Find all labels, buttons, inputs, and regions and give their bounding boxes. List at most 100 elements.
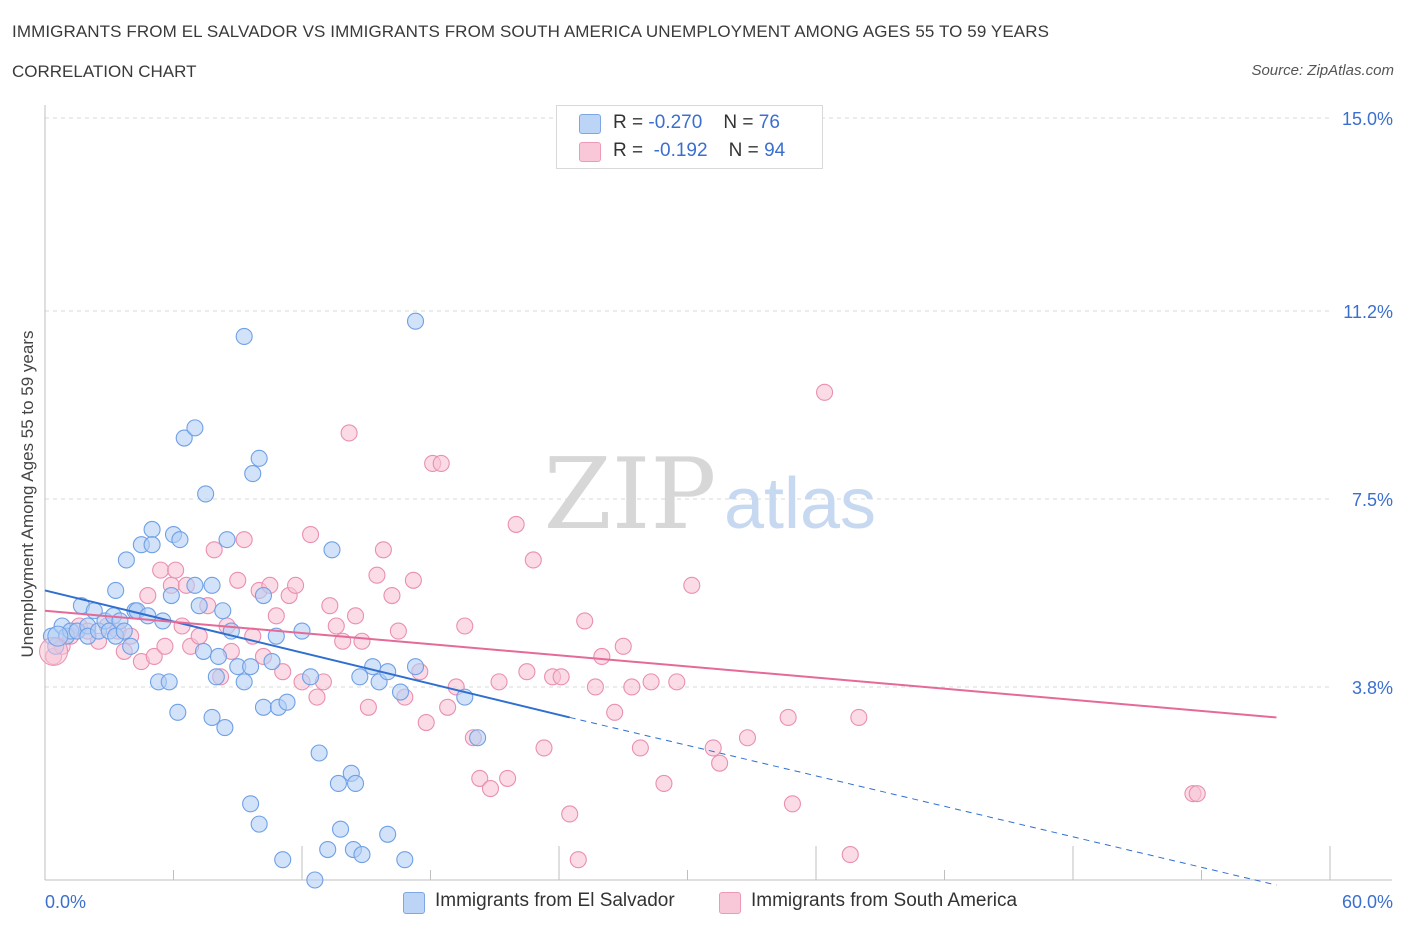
- x-tick-label: 0.0%: [45, 892, 86, 912]
- point-el-salvador: [115, 622, 133, 640]
- point-south-america: [173, 617, 191, 635]
- point-south-america: [841, 846, 859, 864]
- point-el-salvador: [406, 312, 425, 330]
- point-el-salvador: [242, 658, 260, 676]
- point-south-america: [481, 780, 500, 798]
- point-south-america: [229, 571, 247, 589]
- point-south-america: [668, 673, 686, 691]
- point-south-america: [139, 586, 157, 605]
- bottom-legend-swatch-south-america: [719, 892, 741, 914]
- point-south-america: [535, 739, 553, 757]
- point-el-salvador: [302, 668, 320, 686]
- point-el-salvador: [244, 465, 262, 483]
- point-south-america: [576, 612, 594, 630]
- point-el-salvador: [194, 642, 213, 660]
- point-south-america: [623, 678, 641, 696]
- point-south-america: [631, 739, 649, 757]
- point-el-salvador: [218, 531, 236, 549]
- point-el-salvador: [331, 820, 350, 838]
- point-south-america: [321, 597, 339, 615]
- bottom-legend-label-south-america: Immigrants from South America: [751, 890, 1018, 911]
- data-points: [39, 312, 1206, 889]
- point-el-salvador: [186, 419, 204, 437]
- legend-n-value: 76: [758, 112, 780, 133]
- point-south-america: [779, 708, 797, 726]
- point-south-america: [152, 561, 170, 579]
- point-el-salvador: [469, 729, 487, 747]
- point-el-salvador: [319, 840, 337, 859]
- point-el-salvador: [274, 851, 292, 869]
- point-south-america: [235, 531, 253, 549]
- point-south-america: [340, 424, 358, 442]
- point-el-salvador: [293, 622, 311, 640]
- point-south-america: [359, 698, 377, 716]
- point-el-salvador: [346, 774, 365, 793]
- point-el-salvador: [267, 627, 285, 645]
- point-south-america: [1188, 785, 1206, 803]
- axes: [44, 105, 1392, 881]
- y-tick-label: 3.8%: [1352, 678, 1393, 698]
- point-south-america: [655, 774, 673, 793]
- point-south-america: [456, 617, 474, 635]
- legend-r-value: -0.270: [648, 112, 703, 133]
- point-south-america: [507, 515, 525, 533]
- legend-n-label: N =: [723, 112, 754, 133]
- point-el-salvador: [406, 658, 425, 676]
- point-south-america: [586, 678, 604, 696]
- point-south-america: [205, 541, 223, 559]
- y-tick-label: 7.5%: [1352, 490, 1393, 510]
- point-south-america: [417, 713, 435, 732]
- point-el-salvador: [214, 602, 232, 620]
- point-el-salvador: [353, 846, 371, 864]
- point-el-salvador: [379, 825, 397, 843]
- source-label: Source: ZipAtlas.com: [1251, 62, 1394, 79]
- point-south-america: [156, 637, 174, 655]
- point-south-america: [383, 586, 401, 605]
- point-el-salvador: [310, 744, 328, 762]
- legend-n-value: 94: [764, 140, 786, 161]
- point-el-salvador: [278, 693, 296, 711]
- point-el-salvador: [396, 851, 414, 869]
- point-el-salvador: [329, 774, 347, 793]
- point-south-america: [274, 663, 292, 681]
- point-south-america: [145, 647, 163, 666]
- point-south-america: [499, 769, 517, 787]
- point-el-salvador: [209, 647, 228, 666]
- point-south-america: [783, 795, 801, 813]
- bottom-legend-swatch-el-salvador: [403, 892, 425, 914]
- y-axis-label: Unemployment Among Ages 55 to 59 years: [18, 331, 37, 658]
- point-south-america: [167, 561, 185, 579]
- point-south-america: [302, 526, 320, 544]
- point-el-salvador: [171, 531, 189, 549]
- point-south-america: [850, 708, 868, 726]
- point-el-salvador: [47, 625, 69, 647]
- point-el-salvador: [364, 658, 382, 676]
- point-el-salvador: [263, 653, 281, 671]
- point-south-america: [374, 541, 392, 559]
- point-el-salvador: [143, 520, 161, 539]
- point-south-america: [490, 673, 508, 691]
- watermark-zip: ZIP: [544, 438, 717, 552]
- point-el-salvador: [306, 871, 324, 889]
- point-el-salvador: [175, 429, 193, 447]
- y-tick-label: 11.2%: [1343, 302, 1393, 322]
- point-el-salvador: [254, 698, 273, 716]
- watermark-atlas: atlas: [724, 464, 876, 544]
- point-el-salvador: [122, 637, 140, 655]
- point-south-america: [606, 703, 624, 721]
- point-south-america: [327, 617, 345, 635]
- point-south-america: [404, 571, 422, 589]
- legend-n-label: N =: [728, 140, 759, 161]
- point-el-salvador: [216, 719, 234, 737]
- point-el-salvador: [207, 668, 225, 686]
- point-south-america: [346, 607, 365, 625]
- chart-title: IMMIGRANTS FROM EL SALVADOR VS IMMIGRANT…: [12, 22, 1050, 41]
- point-south-america: [561, 805, 579, 823]
- bottom-legend-label-el-salvador: Immigrants from El Salvador: [435, 890, 675, 911]
- point-south-america: [593, 647, 611, 666]
- legend-r-label: R =: [613, 112, 644, 133]
- point-el-salvador: [250, 449, 268, 467]
- point-el-salvador: [391, 683, 410, 701]
- gridlines: [45, 117, 1330, 688]
